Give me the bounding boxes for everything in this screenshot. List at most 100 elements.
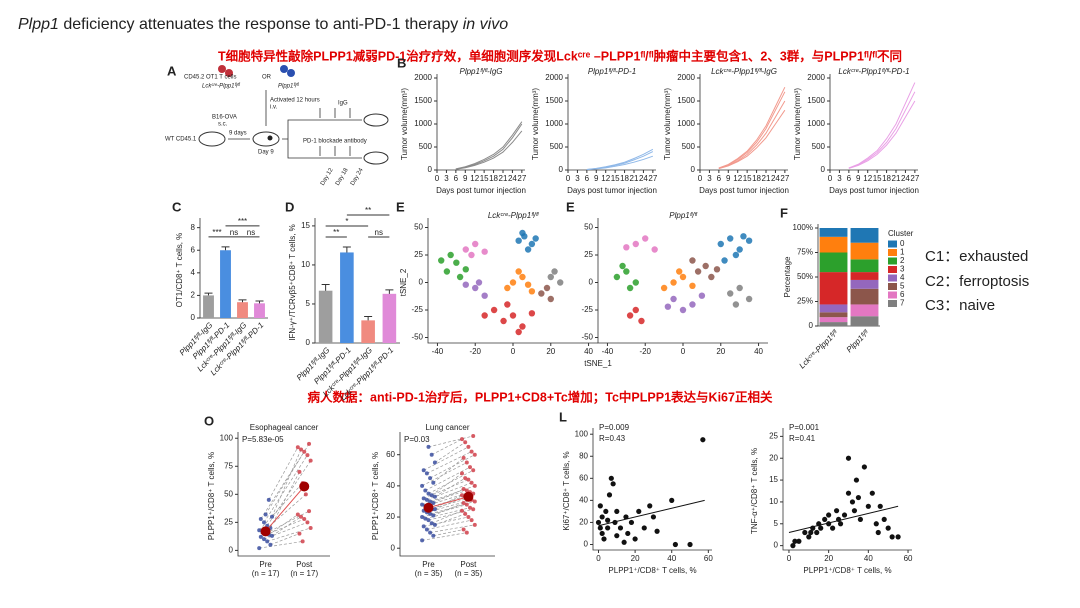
legend-title: Cluster (888, 229, 914, 238)
error-bar (321, 283, 330, 291)
y-axis-label: IFN-γ⁺/TCRvβ5⁺CD8⁺ T cells, % (288, 224, 297, 341)
point (614, 533, 620, 539)
point (808, 529, 814, 536)
point (466, 444, 471, 449)
y-tick-label: 50 (584, 223, 593, 232)
line (455, 123, 523, 170)
cell-point (727, 290, 734, 297)
panel-label: O (204, 413, 214, 428)
point (841, 512, 848, 518)
cell-point (713, 266, 721, 273)
error-bar (385, 289, 394, 294)
cell-point (694, 268, 702, 275)
y-tick-label: 2000 (545, 73, 563, 82)
pair-line (426, 451, 472, 474)
error-bar (221, 246, 230, 251)
pair-line (267, 527, 311, 542)
chart-title: Plpp1ᶠˡ/ᶠˡ-PD-1 (588, 67, 636, 76)
cell (287, 69, 295, 77)
y-tick-label: -50 (581, 333, 593, 342)
y-tick-label: 500 (550, 142, 564, 151)
error-bar (204, 292, 213, 296)
cell-point (721, 257, 728, 264)
bar-segment (819, 236, 848, 253)
pair-line (422, 532, 467, 541)
line (455, 121, 523, 170)
point (865, 503, 871, 509)
mouse (198, 131, 226, 147)
y-tick-label: 0 (428, 165, 433, 174)
y-tick-label: 0 (391, 543, 396, 552)
cell-point (736, 284, 743, 292)
y-tick-label: 2 (191, 291, 196, 300)
pair-line (265, 443, 310, 515)
y-axis-label: PLPP1⁺/CD8⁺ T cells, % (207, 452, 216, 540)
y-tick-label: 500 (419, 142, 433, 151)
x-tick-label: 15 (743, 174, 752, 183)
point (623, 514, 629, 520)
point (597, 525, 603, 531)
pair-line (433, 529, 464, 537)
cell-point (551, 268, 558, 275)
point (460, 437, 464, 442)
point (472, 522, 477, 527)
pair-line (428, 435, 474, 448)
mean-line (428, 496, 469, 509)
cell-point (509, 312, 517, 319)
y-axis-label: Percentage (783, 256, 792, 297)
panel-label: L (559, 409, 567, 424)
diagram-label: Day 18 (335, 167, 350, 187)
point (625, 530, 631, 537)
chart-title: Esophageal cancer (250, 423, 319, 432)
cell-point (447, 251, 454, 259)
point (621, 539, 627, 545)
point (299, 514, 304, 519)
point (432, 494, 437, 499)
cell-point (626, 312, 634, 319)
x-tick-label: 24 (508, 174, 517, 183)
axis (237, 432, 330, 557)
x-tick-label: -20 (639, 347, 651, 356)
x-tick-label: 12 (601, 174, 610, 183)
x-tick-label: 6 (585, 174, 590, 183)
pair-line (270, 533, 300, 546)
point (873, 521, 879, 527)
point (429, 452, 434, 457)
line (455, 130, 523, 170)
mouse (363, 113, 389, 127)
point (472, 499, 477, 504)
cluster-note: C2：ferroptosis (925, 273, 1029, 290)
cell-point (532, 235, 539, 242)
point (669, 497, 675, 503)
point (628, 519, 635, 526)
cell-point (702, 262, 709, 270)
x-tick-label: 15 (611, 174, 620, 183)
cell-point (632, 306, 639, 314)
x-tick-label: 27 (517, 174, 526, 183)
legend-swatch (888, 257, 897, 265)
p-value: P=0.001 (789, 423, 820, 432)
y-axis-label: Tumor volume(mm³) (400, 88, 409, 160)
point (307, 509, 312, 514)
point (608, 475, 614, 481)
pair-line (431, 473, 463, 496)
point (426, 491, 431, 496)
y-axis-label: OT1/CD8⁺ T cells, % (175, 233, 184, 308)
cell-point (472, 284, 479, 292)
point (885, 525, 891, 531)
x-tick-label: (n = 17) (290, 569, 318, 578)
x-tick-label: 9 (463, 174, 468, 183)
cell-point (509, 279, 517, 286)
cell-point (475, 279, 483, 286)
y-tick-label: 10 (769, 497, 778, 506)
diagram-label: Lckᶜʳᵉ-Plpp1ᶠˡ/ᶠˡ (202, 83, 241, 90)
x-axis-label: PLPP1⁺/CD8⁺ T cells, % (803, 566, 891, 575)
point (466, 477, 471, 482)
pair-line (271, 449, 302, 517)
point (605, 517, 611, 523)
x-tick-label: 20 (546, 347, 555, 356)
panel-label: B (397, 55, 406, 70)
cell-point (481, 292, 488, 299)
point (426, 518, 431, 523)
point (641, 525, 647, 531)
